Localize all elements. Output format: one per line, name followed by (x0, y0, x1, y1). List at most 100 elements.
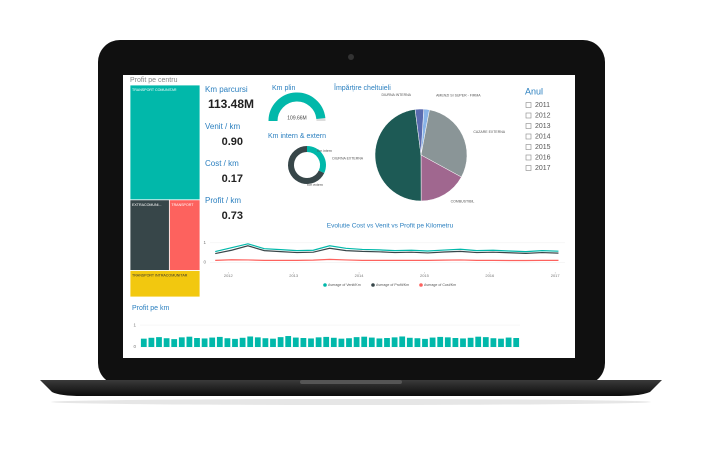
x-tick-label: 2014 (355, 273, 365, 278)
slicer-title: Anul (525, 86, 543, 96)
slicer-checkbox (525, 102, 532, 108)
legend-label: Average of Profit/Km (376, 283, 409, 287)
slicer-item[interactable]: 2016 (535, 154, 551, 161)
donut-slice (306, 146, 326, 174)
kpi-value: 0.90 (222, 136, 243, 148)
bar (429, 337, 436, 347)
slicer-checkbox (525, 144, 532, 150)
bar (300, 338, 307, 347)
bar (209, 337, 216, 347)
bar (148, 337, 155, 347)
bar (361, 336, 368, 347)
kpi-value: 0.17 (222, 173, 243, 185)
legend-marker (371, 283, 375, 287)
legend-marker (323, 283, 327, 287)
y-tick-label: 1 (133, 322, 136, 327)
slicer-item[interactable]: 2011 (535, 102, 550, 109)
bar (247, 336, 254, 347)
x-tick-label: 2017 (551, 273, 561, 278)
bar-title: Profit pe km (132, 305, 170, 312)
camera (348, 54, 354, 60)
slicer-item[interactable]: 2015 (535, 144, 551, 151)
pie-title: Împărțire cheltuieli (333, 83, 391, 92)
shadow (51, 399, 651, 405)
bar (422, 338, 428, 347)
bar (376, 338, 383, 347)
x-tick-label: 2012 (224, 273, 234, 278)
bar (254, 337, 261, 347)
gauge-arc (268, 92, 326, 122)
legend-label: Average of Venit/Km (328, 283, 361, 287)
treemap-cell (168, 199, 201, 271)
line-title: Evolutie Cost vs Venit vs Profit pe Kilo… (327, 223, 454, 230)
bar (224, 338, 231, 347)
treemap-title: Profit pe centru (130, 77, 178, 84)
bar (498, 338, 504, 347)
line-series (215, 243, 559, 253)
donut-slice (288, 146, 325, 184)
bar (201, 338, 208, 347)
line-series (215, 258, 559, 262)
bar (399, 336, 406, 347)
pie-slice (414, 108, 425, 156)
line-series (215, 245, 559, 255)
bar (384, 338, 390, 347)
bar (368, 337, 375, 347)
bar (353, 337, 360, 347)
pie-slice (420, 109, 468, 178)
legend-marker (419, 283, 423, 287)
slicer-checkbox (525, 112, 532, 119)
x-tick-label: 2016 (485, 273, 495, 278)
slicer-item[interactable]: 2017 (535, 165, 551, 172)
bar (346, 338, 352, 347)
bar (186, 336, 193, 347)
pie-label: DIURNA EXTERNA (332, 156, 363, 160)
bar (513, 338, 520, 347)
slicer-item[interactable]: 2014 (535, 133, 551, 140)
pie-slice (374, 109, 422, 202)
pie-slice (420, 154, 462, 202)
bar (194, 338, 200, 347)
bar (467, 337, 474, 347)
bar (140, 338, 147, 347)
y-tick-label: 1 (203, 240, 206, 245)
hinge (300, 380, 402, 384)
bar (178, 337, 185, 347)
kpi-label: Cost / km (205, 159, 239, 168)
bar (292, 337, 299, 347)
treemap-label: TRANSPORT COMUNITAR (132, 88, 177, 92)
donut-title: Km intern & extern (268, 133, 326, 140)
treemap-cell (129, 270, 201, 298)
bar (308, 338, 314, 347)
donut-label: Km extern (307, 183, 323, 187)
y-tick-label: 0 (203, 259, 206, 264)
bar (338, 338, 345, 347)
pie-label: DIURNA INTERNA (381, 93, 411, 97)
bar (330, 337, 337, 347)
kpi-value: 113.48M (208, 97, 254, 111)
gauge-title: Km plin (272, 85, 295, 92)
treemap-cell (129, 199, 170, 271)
bar (437, 336, 444, 347)
bar (163, 338, 170, 347)
bar (490, 338, 497, 347)
slicer-item[interactable]: 2012 (535, 112, 551, 119)
legend-label: Average of Cost/Km (424, 283, 456, 287)
kpi-label: Venit / km (205, 122, 240, 131)
gauge-value: 109.66M (287, 115, 306, 121)
bar (171, 339, 178, 347)
bar (406, 337, 413, 347)
bar (444, 337, 451, 347)
slicer-checkbox (525, 123, 532, 129)
x-tick-label: 2013 (289, 273, 299, 278)
pie-label: AMENZI SI SUPER - FIRMA (436, 93, 481, 97)
kpi-value: 0.73 (222, 210, 243, 222)
bar (315, 337, 322, 347)
bar (475, 336, 482, 347)
slicer-item[interactable]: 2013 (535, 123, 551, 130)
treemap-label: TRANSPORT (171, 203, 194, 207)
bar (239, 337, 246, 347)
bar (285, 336, 292, 347)
